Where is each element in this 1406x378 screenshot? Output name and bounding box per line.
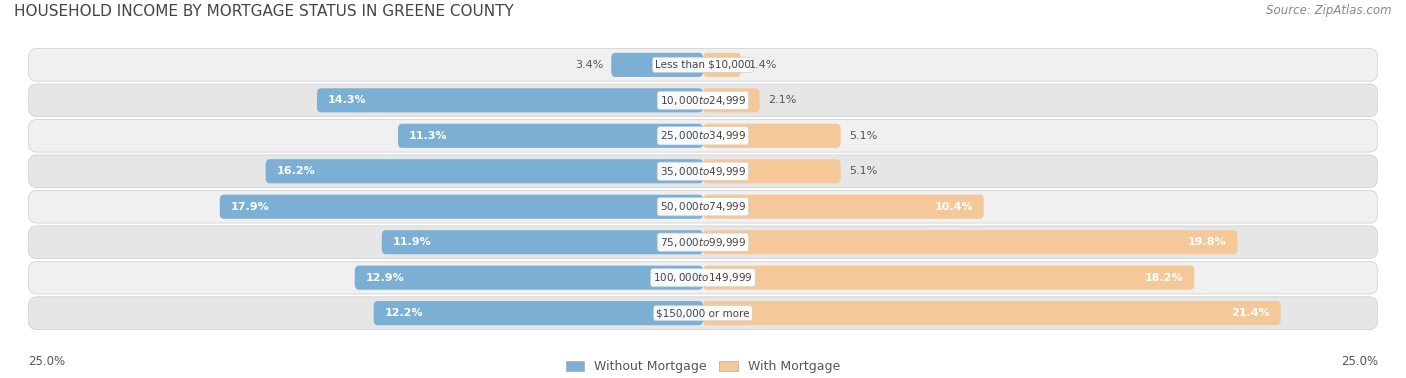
FancyBboxPatch shape xyxy=(219,195,703,219)
Text: 14.3%: 14.3% xyxy=(328,95,367,105)
Text: 19.8%: 19.8% xyxy=(1188,237,1226,247)
Text: $75,000 to $99,999: $75,000 to $99,999 xyxy=(659,236,747,249)
Text: 12.9%: 12.9% xyxy=(366,273,405,283)
FancyBboxPatch shape xyxy=(703,230,1237,254)
Text: 3.4%: 3.4% xyxy=(575,60,603,70)
FancyBboxPatch shape xyxy=(382,230,703,254)
Text: 5.1%: 5.1% xyxy=(849,166,877,176)
Text: $25,000 to $34,999: $25,000 to $34,999 xyxy=(659,129,747,142)
FancyBboxPatch shape xyxy=(703,266,1194,290)
Text: 18.2%: 18.2% xyxy=(1144,273,1184,283)
FancyBboxPatch shape xyxy=(28,226,1378,259)
Text: $10,000 to $24,999: $10,000 to $24,999 xyxy=(659,94,747,107)
FancyBboxPatch shape xyxy=(398,124,703,148)
Text: 5.1%: 5.1% xyxy=(849,131,877,141)
Text: $100,000 to $149,999: $100,000 to $149,999 xyxy=(654,271,752,284)
Text: Source: ZipAtlas.com: Source: ZipAtlas.com xyxy=(1267,4,1392,17)
Text: 12.2%: 12.2% xyxy=(384,308,423,318)
FancyBboxPatch shape xyxy=(612,53,703,77)
Legend: Without Mortgage, With Mortgage: Without Mortgage, With Mortgage xyxy=(561,355,845,378)
FancyBboxPatch shape xyxy=(266,159,703,183)
FancyBboxPatch shape xyxy=(28,119,1378,152)
Text: $150,000 or more: $150,000 or more xyxy=(657,308,749,318)
Text: 21.4%: 21.4% xyxy=(1232,308,1270,318)
Text: 11.9%: 11.9% xyxy=(392,237,432,247)
Text: $35,000 to $49,999: $35,000 to $49,999 xyxy=(659,165,747,178)
Text: 16.2%: 16.2% xyxy=(277,166,315,176)
FancyBboxPatch shape xyxy=(28,84,1378,117)
FancyBboxPatch shape xyxy=(316,88,703,112)
FancyBboxPatch shape xyxy=(703,53,741,77)
FancyBboxPatch shape xyxy=(354,266,703,290)
Text: 25.0%: 25.0% xyxy=(28,355,65,368)
Text: HOUSEHOLD INCOME BY MORTGAGE STATUS IN GREENE COUNTY: HOUSEHOLD INCOME BY MORTGAGE STATUS IN G… xyxy=(14,4,513,19)
FancyBboxPatch shape xyxy=(28,297,1378,330)
Text: 11.3%: 11.3% xyxy=(409,131,447,141)
Text: 1.4%: 1.4% xyxy=(749,60,778,70)
FancyBboxPatch shape xyxy=(374,301,703,325)
Text: 25.0%: 25.0% xyxy=(1341,355,1378,368)
FancyBboxPatch shape xyxy=(703,301,1281,325)
Text: 2.1%: 2.1% xyxy=(768,95,796,105)
Text: $50,000 to $74,999: $50,000 to $74,999 xyxy=(659,200,747,213)
FancyBboxPatch shape xyxy=(28,48,1378,81)
FancyBboxPatch shape xyxy=(703,195,984,219)
FancyBboxPatch shape xyxy=(703,88,759,112)
FancyBboxPatch shape xyxy=(28,261,1378,294)
FancyBboxPatch shape xyxy=(703,124,841,148)
FancyBboxPatch shape xyxy=(28,155,1378,187)
Text: Less than $10,000: Less than $10,000 xyxy=(655,60,751,70)
Text: 10.4%: 10.4% xyxy=(935,202,973,212)
Text: 17.9%: 17.9% xyxy=(231,202,270,212)
FancyBboxPatch shape xyxy=(703,159,841,183)
FancyBboxPatch shape xyxy=(28,191,1378,223)
